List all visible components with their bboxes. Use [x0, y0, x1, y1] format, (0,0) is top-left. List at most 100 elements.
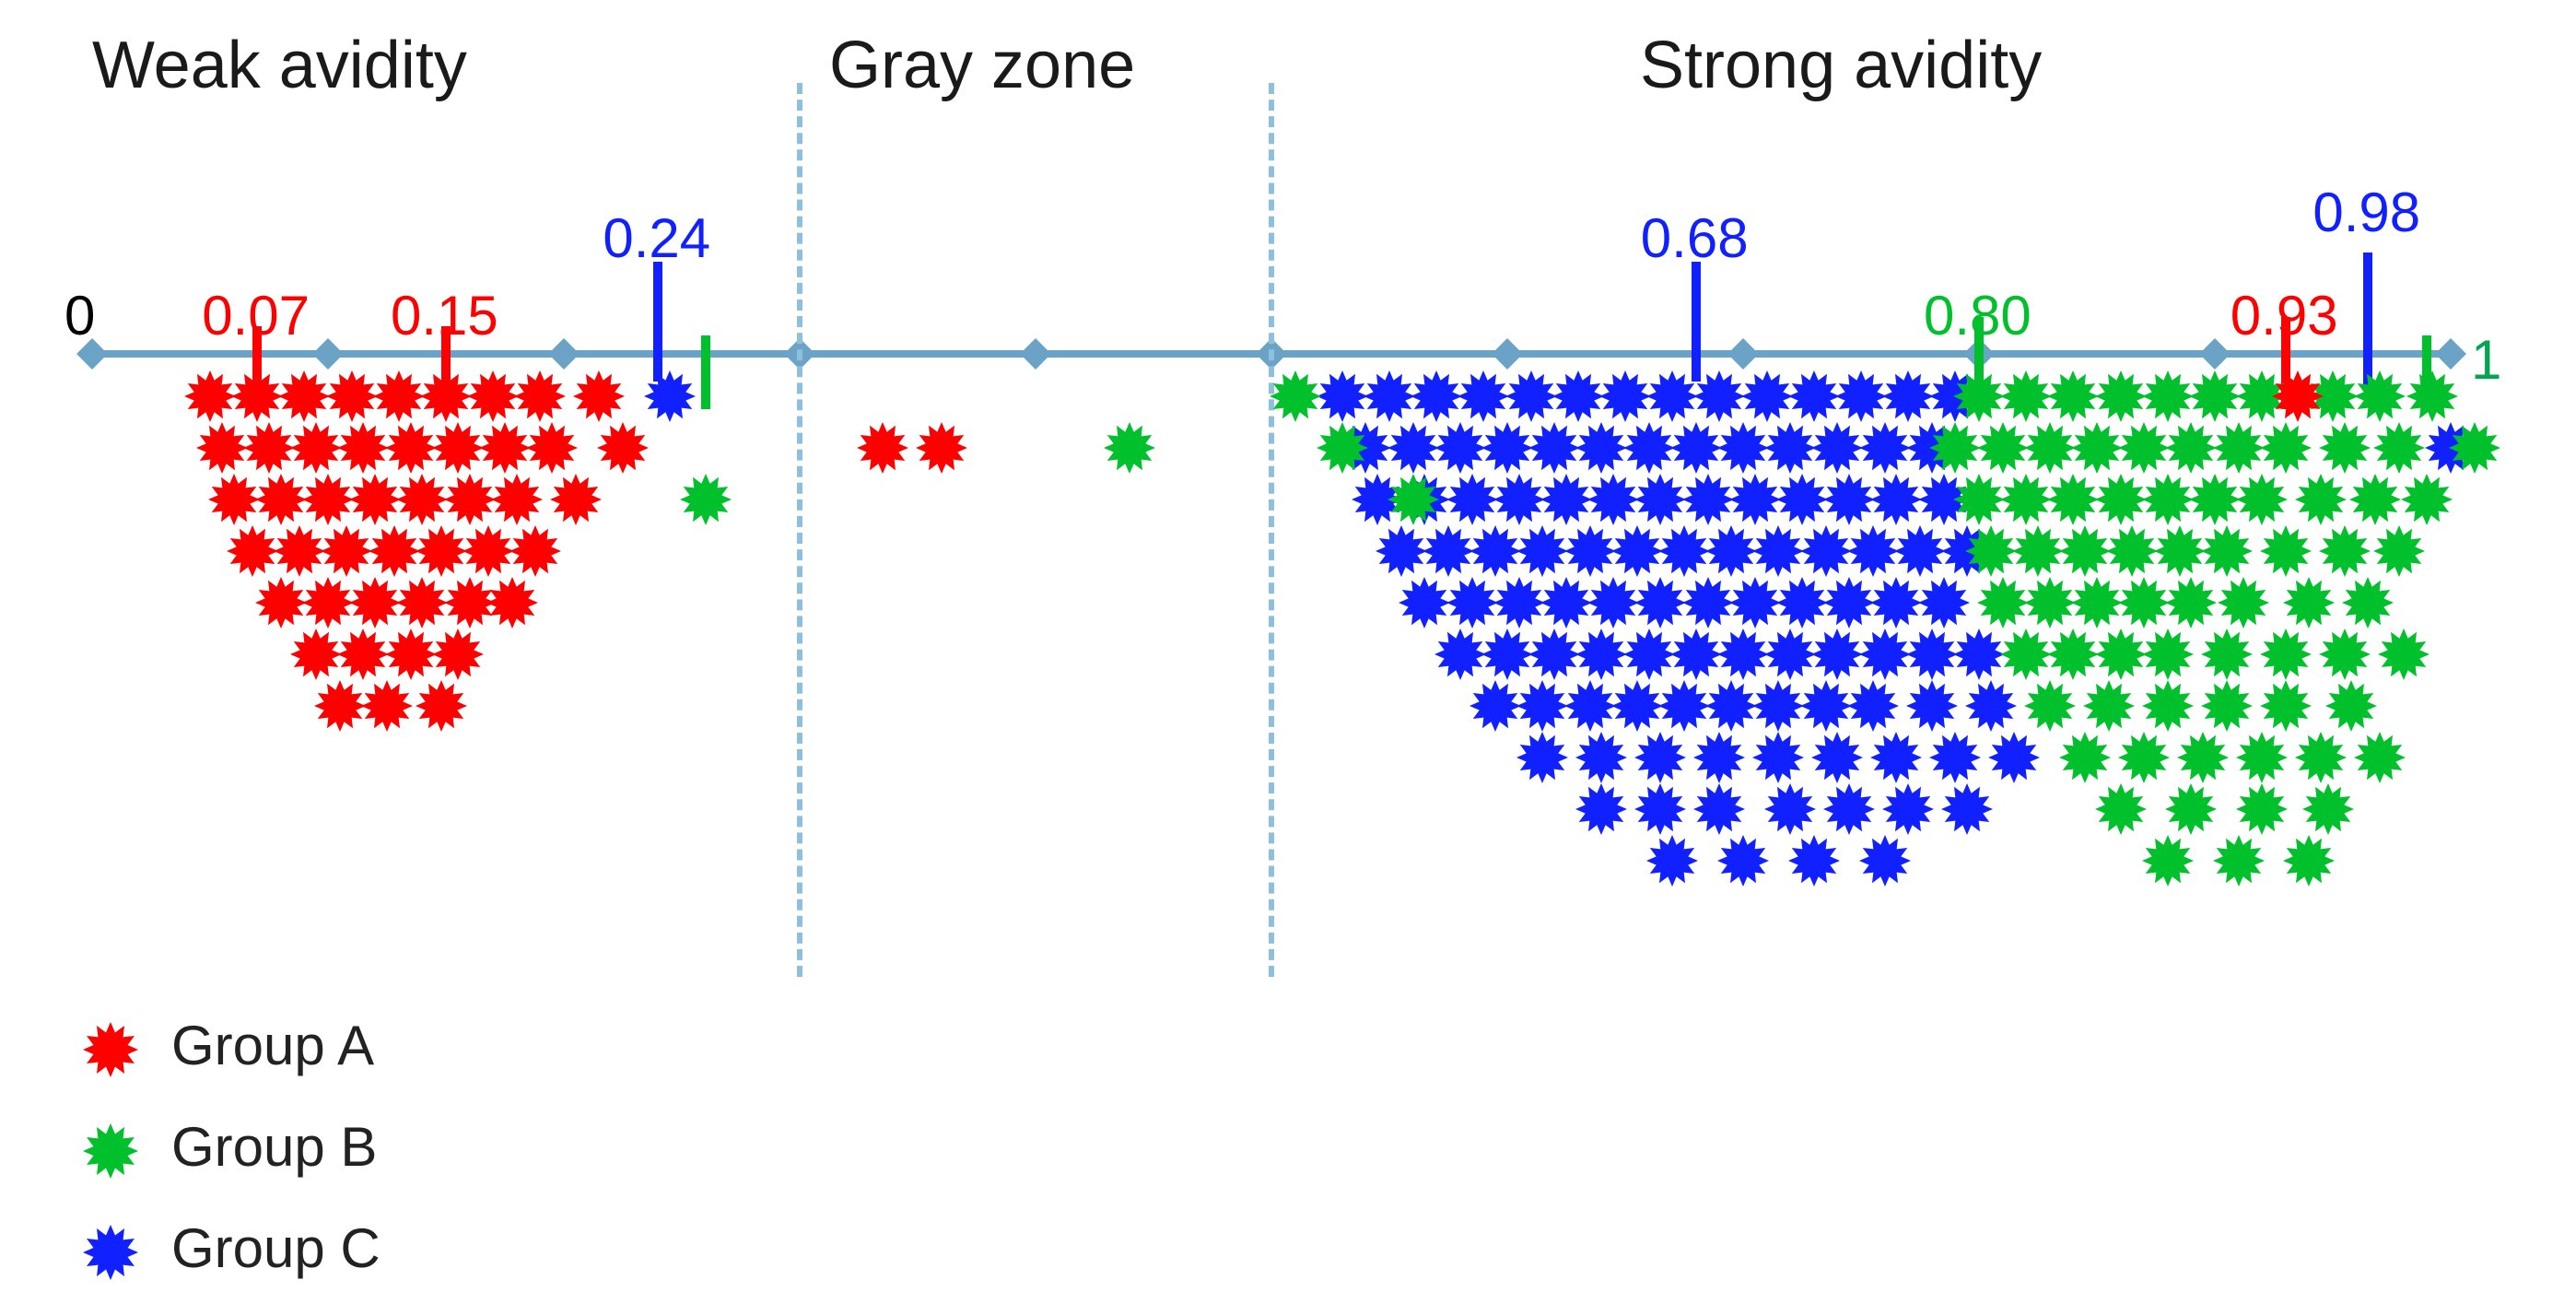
point-c — [1800, 680, 1852, 732]
point-a — [337, 422, 389, 474]
value-marker-label: 0.93 — [2231, 284, 2338, 347]
point-b — [1270, 370, 1321, 422]
point-a — [196, 422, 248, 474]
point-c — [1634, 732, 1686, 783]
point-c — [1434, 422, 1486, 474]
point-c — [1717, 422, 1769, 474]
point-b — [2047, 370, 2099, 422]
point-c — [1729, 474, 1781, 525]
point-b — [2373, 422, 2425, 474]
point-a — [184, 370, 236, 422]
point-c — [1575, 783, 1627, 835]
point-c — [1611, 525, 1663, 577]
point-b — [2012, 525, 2064, 577]
point-a — [479, 422, 531, 474]
point-c — [1823, 783, 1875, 835]
point-a — [337, 629, 389, 680]
point-b — [2000, 370, 2052, 422]
point-b — [1965, 525, 2017, 577]
point-c — [1364, 370, 1415, 422]
point-c — [1564, 525, 1616, 577]
point-c — [1599, 370, 1651, 422]
point-c — [1717, 629, 1769, 680]
point-c — [1646, 370, 1698, 422]
point-c — [1906, 680, 1958, 732]
point-c — [1847, 525, 1899, 577]
point-c — [1505, 370, 1557, 422]
point-b — [2213, 835, 2265, 887]
point-c — [1469, 680, 1521, 732]
point-c — [1458, 370, 1509, 422]
point-a — [349, 577, 401, 629]
point-b — [1953, 474, 2005, 525]
point-a — [491, 474, 543, 525]
point-a — [2272, 370, 2324, 422]
point-c — [1481, 422, 1533, 474]
point-b — [2165, 577, 2217, 629]
point-a — [597, 422, 649, 474]
point-c — [1823, 577, 1875, 629]
axis-one-label: 1 — [2471, 328, 2501, 392]
value-marker-bar — [1692, 262, 1701, 382]
point-b — [2118, 577, 2170, 629]
point-c — [1941, 783, 1993, 835]
point-c — [1481, 629, 1533, 680]
zone-divider — [1269, 83, 1274, 977]
point-c — [1575, 629, 1627, 680]
point-b — [2354, 370, 2406, 422]
point-b — [1953, 370, 2005, 422]
point-a — [321, 525, 372, 577]
point-b — [2118, 422, 2170, 474]
point-c — [1516, 525, 1568, 577]
point-b — [2319, 629, 2371, 680]
point-b — [2177, 732, 2229, 783]
value-marker-label: 0.80 — [1924, 284, 2032, 347]
point-b — [2319, 422, 2371, 474]
point-c — [1906, 629, 1958, 680]
point-c — [1317, 370, 1368, 422]
point-b — [2024, 680, 2076, 732]
point-a — [573, 370, 625, 422]
point-a — [463, 525, 514, 577]
legend-item: Group C — [83, 1216, 381, 1280]
point-a — [243, 422, 295, 474]
point-b — [2118, 732, 2170, 783]
point-a — [231, 370, 283, 422]
point-c — [1446, 474, 1498, 525]
point-a — [396, 577, 448, 629]
point-b — [2260, 422, 2312, 474]
point-c — [1658, 680, 1710, 732]
point-c — [1752, 525, 1804, 577]
value-marker-label: 0.15 — [391, 284, 498, 347]
point-b — [2095, 783, 2147, 835]
point-c — [1564, 680, 1616, 732]
point-a — [550, 474, 602, 525]
value-marker-label: 0.07 — [202, 284, 310, 347]
point-c — [1729, 577, 1781, 629]
point-c — [1988, 732, 2040, 783]
point-b — [2095, 370, 2147, 422]
axis-tick — [548, 338, 580, 370]
point-a — [208, 474, 260, 525]
point-a — [509, 525, 561, 577]
point-a — [255, 577, 307, 629]
point-b — [2213, 422, 2265, 474]
legend-swatch-icon — [83, 1022, 138, 1077]
point-c — [1693, 370, 1745, 422]
point-c — [1469, 525, 1521, 577]
point-c — [1705, 680, 1757, 732]
point-c — [1399, 577, 1450, 629]
point-c — [1764, 422, 1816, 474]
point-c — [1528, 629, 1580, 680]
zone-label-weak: Weak avidity — [92, 28, 467, 103]
point-c — [1540, 474, 1592, 525]
zone-divider — [797, 83, 802, 977]
point-c — [1929, 732, 1981, 783]
point-c — [1434, 629, 1486, 680]
legend-label: Group A — [171, 1015, 374, 1076]
point-b — [2218, 577, 2269, 629]
point-c — [1682, 577, 1734, 629]
point-b — [2000, 629, 2052, 680]
point-a — [274, 525, 325, 577]
point-c — [1634, 577, 1686, 629]
